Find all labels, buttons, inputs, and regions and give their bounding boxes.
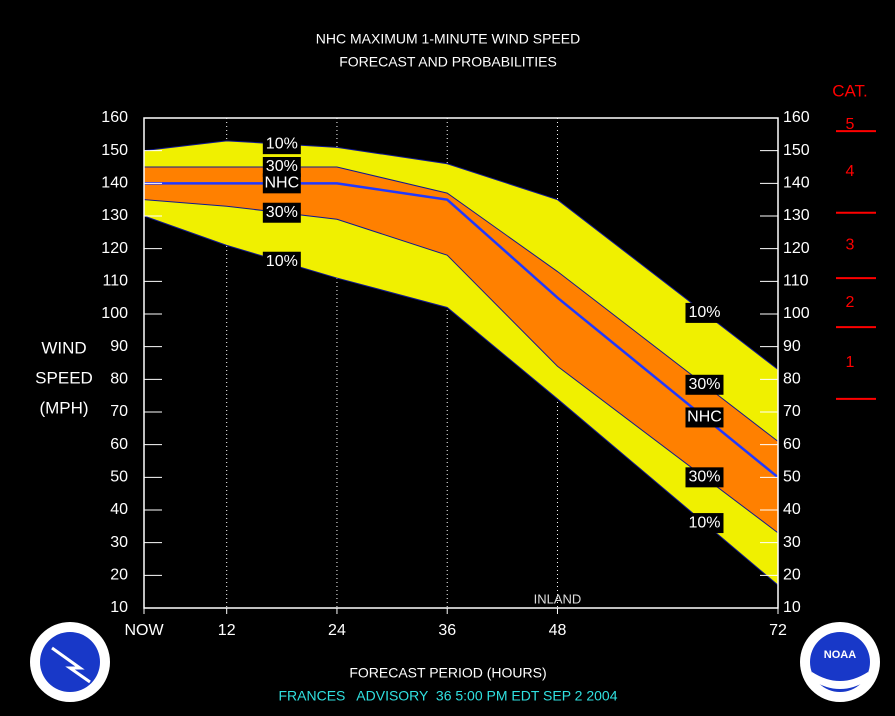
category-title: CAT. [832,81,868,100]
probability-band [144,140,778,586]
y-tick-label: 10 [110,599,128,616]
series-label: 10% [688,514,720,531]
chart-subtitle: FORECAST AND PROBABILITIES [339,54,557,70]
y-tick-label: 30 [110,534,128,551]
x-tick-label: 72 [769,622,787,639]
x-tick-label: 12 [218,622,236,639]
y-tick-label: 140 [101,175,128,192]
series-label: 30% [266,158,298,175]
y-tick-label: 150 [783,142,810,159]
y-axis-label: SPEED [35,368,93,387]
series-label: 30% [266,204,298,221]
y-tick-label: 140 [783,175,810,192]
y-tick-label: 120 [783,240,810,257]
y-tick-label: 20 [783,567,801,584]
series-label: NHC [264,175,299,192]
band-edge [143,140,779,370]
series-label-box [262,173,301,194]
y-tick-label: 20 [110,567,128,584]
y-tick-label: 130 [101,207,128,224]
series-label-box [262,251,301,272]
series-label: 10% [688,304,720,321]
logo-text: NOAA [824,649,856,661]
y-tick-label: 10 [783,599,801,616]
y-tick-label: 100 [101,305,128,322]
series-label-box [685,467,724,488]
logo-core [810,632,870,692]
x-tick-label: 48 [549,622,567,639]
y-axis-label: WIND [41,338,86,357]
series-label-box [685,513,724,534]
nws-logo [30,622,110,702]
band-edge [144,166,779,442]
band-edge [143,199,779,534]
series-label: 30% [688,469,720,486]
chart-title: NHC MAXIMUM 1-MINUTE WIND SPEED [316,31,580,47]
series-label-box [262,157,301,177]
x-tick-label: NOW [124,622,164,639]
x-tick-label: 36 [438,622,456,639]
forecast-line [144,182,779,479]
logo-bolt [51,646,91,684]
probability-band [144,167,778,533]
y-tick-label: 90 [110,338,128,355]
plot-frame [143,117,779,609]
series-label: NHC [687,409,722,426]
footer: FRANCES ADVISORY 36 5:00 PM EDT SEP 2 20… [278,688,617,704]
band-edge [143,215,779,586]
y-tick-label: 70 [110,403,128,420]
category-label: 3 [846,237,855,254]
category-label: 5 [846,116,855,133]
y-tick-label: 50 [783,469,801,486]
logo-wave [812,672,868,689]
y-tick-label: 130 [783,207,810,224]
y-tick-label: 40 [783,501,801,518]
y-tick-label: 90 [783,338,801,355]
category-label: 2 [846,294,855,311]
y-tick-label: 30 [783,534,801,551]
series-label: 30% [688,376,720,393]
y-tick-label: 110 [783,273,809,290]
y-tick-label: 110 [102,273,128,290]
x-tick-label: 24 [328,622,346,639]
category-label: 1 [846,354,855,371]
series-label-box [685,374,724,395]
series-label-box [685,407,724,428]
category-label: 4 [846,163,855,180]
y-tick-label: 50 [110,469,128,486]
y-tick-label: 120 [101,240,128,257]
y-tick-label: 80 [783,371,801,388]
series-label-box [685,302,724,323]
y-tick-label: 60 [110,436,128,453]
y-tick-label: 150 [101,142,128,159]
y-tick-label: 160 [101,109,128,126]
series-label: 10% [266,253,298,270]
series-label-box [262,202,301,223]
y-tick-label: 40 [110,501,128,518]
series-label: 10% [266,135,298,152]
y-tick-label: 100 [783,305,810,322]
y-tick-label: 160 [783,109,810,126]
y-axis-label: (MPH) [39,398,88,417]
series-label-box [262,134,301,155]
y-tick-label: 80 [110,371,128,388]
y-tick-label: 70 [783,403,801,420]
noaa-logo: NOAA [800,622,880,702]
annotation: INLAND [534,591,582,606]
y-tick-label: 60 [783,436,801,453]
x-axis-label: FORECAST PERIOD (HOURS) [349,665,546,681]
